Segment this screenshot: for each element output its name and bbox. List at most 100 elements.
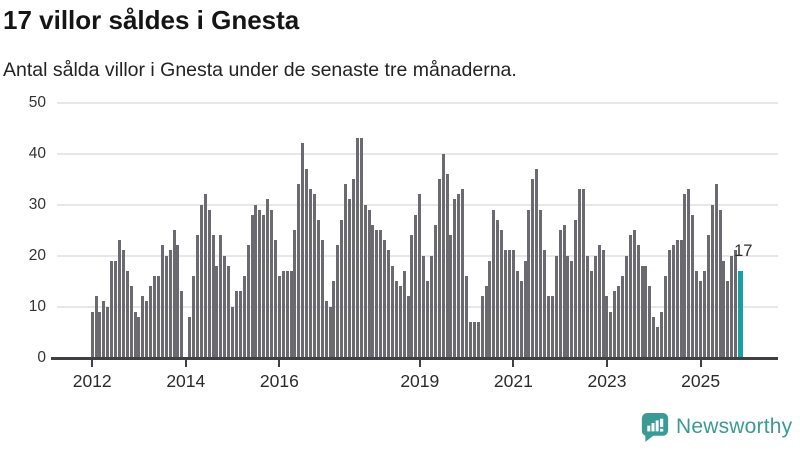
y-axis-label: 20 bbox=[28, 246, 46, 264]
bar bbox=[710, 204, 714, 358]
bar bbox=[406, 296, 410, 358]
bar bbox=[270, 209, 274, 358]
bar bbox=[137, 316, 141, 358]
highlight-value-label: 17 bbox=[734, 242, 753, 260]
bar bbox=[734, 250, 738, 358]
bar bbox=[472, 321, 476, 358]
bar bbox=[667, 250, 671, 358]
bar bbox=[254, 204, 258, 358]
bar bbox=[285, 270, 289, 358]
bar bbox=[660, 311, 664, 358]
bar bbox=[504, 250, 508, 358]
bar bbox=[414, 214, 418, 358]
x-axis-tick bbox=[278, 359, 281, 367]
x-axis-tick bbox=[606, 359, 608, 367]
bar bbox=[281, 270, 285, 358]
x-axis-tick bbox=[699, 359, 702, 367]
bar bbox=[628, 235, 632, 358]
newsworthy-wordmark: Newsworthy bbox=[676, 415, 793, 438]
bar bbox=[297, 184, 301, 358]
newsworthy-bar-chart-bubble-icon bbox=[641, 413, 669, 442]
newsworthy-logo[interactable]: Newsworthy bbox=[641, 412, 792, 442]
bar bbox=[519, 281, 523, 358]
bar bbox=[363, 204, 367, 358]
bar bbox=[539, 209, 543, 358]
bar bbox=[488, 260, 492, 358]
x-axis-label: 2021 bbox=[493, 371, 533, 391]
bar bbox=[344, 184, 348, 358]
bar bbox=[90, 311, 94, 358]
bar bbox=[523, 260, 527, 358]
page-title: 17 villor såldes i Gnesta bbox=[3, 5, 300, 35]
bar bbox=[640, 265, 644, 358]
bar bbox=[316, 219, 320, 358]
bar bbox=[246, 245, 250, 358]
bar bbox=[351, 179, 355, 358]
bar bbox=[585, 255, 589, 358]
bar bbox=[371, 224, 375, 358]
bar bbox=[679, 240, 683, 358]
bar bbox=[348, 199, 352, 358]
bar bbox=[570, 260, 574, 358]
bar bbox=[355, 138, 359, 358]
bar bbox=[231, 306, 235, 358]
bar bbox=[383, 240, 387, 358]
bar bbox=[375, 230, 379, 358]
bar bbox=[500, 230, 504, 358]
bar bbox=[699, 281, 703, 358]
bar bbox=[145, 301, 149, 358]
bar bbox=[164, 255, 168, 358]
bar bbox=[234, 291, 238, 358]
bar bbox=[277, 275, 281, 358]
bar bbox=[480, 296, 484, 358]
bar bbox=[199, 204, 203, 358]
bar bbox=[484, 286, 488, 358]
bar bbox=[367, 209, 371, 358]
bar bbox=[192, 275, 196, 358]
bar bbox=[461, 189, 465, 358]
bar bbox=[402, 270, 406, 358]
bar bbox=[238, 291, 242, 358]
bar bbox=[441, 153, 445, 358]
bar bbox=[106, 306, 110, 358]
bar bbox=[527, 209, 531, 358]
bar bbox=[582, 189, 586, 358]
bar bbox=[379, 230, 383, 358]
chart-subtitle: Antal sålda villor i Gnesta under de sen… bbox=[3, 59, 517, 81]
x-axis-label: 2019 bbox=[400, 371, 440, 391]
gridline bbox=[57, 152, 778, 155]
bar bbox=[691, 214, 695, 358]
bar bbox=[433, 224, 437, 358]
y-axis-label: 10 bbox=[28, 297, 46, 315]
bar bbox=[718, 209, 722, 358]
bar bbox=[683, 194, 687, 358]
bar bbox=[574, 219, 578, 358]
bar bbox=[687, 189, 691, 358]
gridline bbox=[57, 254, 778, 257]
bar bbox=[429, 255, 433, 358]
bar bbox=[453, 199, 457, 358]
bar bbox=[609, 311, 613, 358]
bar bbox=[332, 281, 336, 358]
bar bbox=[418, 194, 422, 358]
bar bbox=[328, 306, 332, 358]
bar bbox=[714, 184, 718, 358]
bar bbox=[492, 209, 496, 358]
bar bbox=[476, 321, 480, 358]
bar bbox=[219, 235, 223, 358]
bar bbox=[695, 270, 699, 358]
y-axis-label: 30 bbox=[28, 195, 46, 213]
bar bbox=[543, 250, 547, 358]
bar bbox=[554, 255, 558, 358]
bar bbox=[110, 260, 114, 358]
bar bbox=[390, 265, 394, 358]
bar bbox=[250, 214, 254, 358]
bar bbox=[133, 311, 137, 358]
x-axis-label: 2014 bbox=[166, 371, 206, 391]
x-axis-label: 2023 bbox=[587, 371, 627, 391]
bar bbox=[675, 240, 679, 358]
highlight-bar bbox=[738, 270, 743, 358]
bar bbox=[211, 235, 215, 358]
bar bbox=[125, 270, 129, 358]
bar bbox=[289, 270, 293, 358]
